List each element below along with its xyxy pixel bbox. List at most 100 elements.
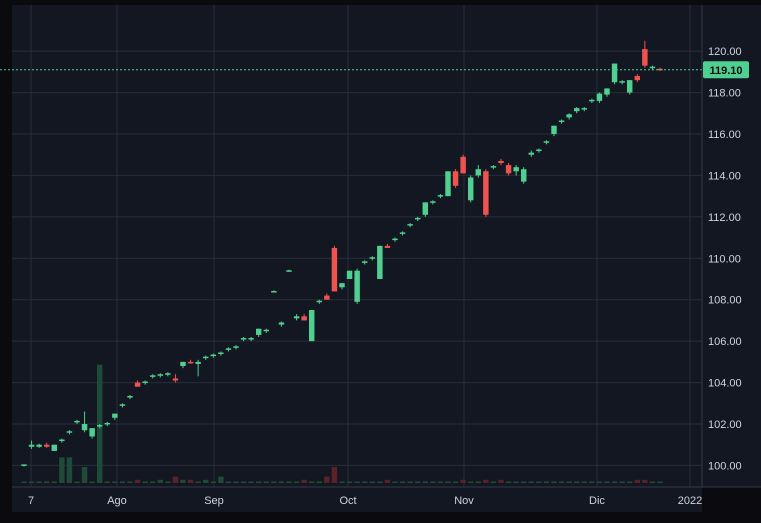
volume-bar <box>21 481 27 483</box>
candle-body <box>520 169 527 182</box>
candle <box>626 80 633 95</box>
x-tick-label: Sep <box>204 495 224 507</box>
y-tick-label: 112.00 <box>708 212 741 224</box>
candle-body <box>543 141 550 143</box>
volume-bar <box>89 481 95 483</box>
candle <box>566 113 572 120</box>
volume-bar <box>240 481 247 483</box>
volume-bar <box>187 479 194 483</box>
candle-body <box>43 444 50 447</box>
volume-bar <box>346 481 353 483</box>
candle-body <box>225 348 232 350</box>
candle <box>119 403 126 408</box>
candle <box>430 200 436 205</box>
candle-body <box>377 245 383 279</box>
volume-bar <box>157 479 164 483</box>
candle-body <box>218 352 224 355</box>
candle <box>513 165 519 176</box>
candle <box>43 442 50 448</box>
volume-bar <box>475 481 482 483</box>
candle <box>225 347 232 352</box>
candle <box>59 438 65 443</box>
candle <box>369 256 376 261</box>
candle-body <box>149 375 156 377</box>
y-tick-label: 104.00 <box>708 378 742 390</box>
volume-bar <box>293 481 300 483</box>
candle-body <box>263 329 270 332</box>
volume-bar <box>119 481 126 483</box>
candle-body <box>81 424 88 431</box>
volume-bar <box>180 479 186 483</box>
volume-bar <box>611 481 618 483</box>
volume-bar <box>149 481 156 483</box>
candle-body <box>119 404 126 406</box>
candle-body <box>475 169 482 176</box>
candle <box>520 167 527 184</box>
candle-body <box>460 156 466 174</box>
candle <box>51 444 58 451</box>
candle-body <box>384 245 391 248</box>
x-axis-ticks: 7 Ago Sep Oct Nov Dic 2022 <box>28 495 702 507</box>
candle <box>248 337 254 342</box>
volume-bar <box>634 479 641 483</box>
volume-bars <box>21 364 663 483</box>
candle-body <box>142 381 148 384</box>
volume-bar <box>36 481 42 483</box>
candle-body <box>369 257 376 259</box>
candle <box>399 231 406 236</box>
volume-bar <box>210 481 217 483</box>
volume-bar <box>657 481 663 483</box>
candle-body <box>414 217 421 220</box>
candle <box>202 355 209 360</box>
time-axis[interactable] <box>12 487 702 512</box>
candle-body <box>21 464 27 466</box>
candle-body <box>255 328 262 335</box>
candle <box>354 268 360 304</box>
volume-bar <box>233 481 239 483</box>
candle <box>255 328 262 337</box>
candle <box>452 169 459 188</box>
candle <box>210 353 217 358</box>
candle <box>573 107 580 114</box>
candle-body <box>430 201 436 203</box>
candle-body <box>551 125 557 134</box>
candle-body <box>604 88 610 95</box>
volume-bar <box>445 481 451 483</box>
candle <box>134 380 141 387</box>
candle-body <box>240 338 247 340</box>
candle-body <box>104 422 111 425</box>
volume-bar <box>414 481 421 483</box>
volume-bar <box>142 481 148 483</box>
volume-bar <box>505 481 512 483</box>
candle <box>324 293 330 300</box>
plot-area[interactable] <box>12 5 702 487</box>
price-axis[interactable] <box>702 5 761 487</box>
candle-body <box>36 444 42 447</box>
volume-bar <box>308 481 315 483</box>
volume-bar <box>422 481 429 483</box>
volume-bar <box>558 481 565 483</box>
candle-body <box>339 283 345 288</box>
y-tick-label: 118.00 <box>708 88 741 100</box>
candle-body <box>573 108 580 112</box>
candle-body <box>467 177 474 201</box>
volume-bar <box>81 467 88 483</box>
candle-body <box>195 361 201 364</box>
volume-bar <box>536 481 542 483</box>
volume-bar <box>498 479 504 483</box>
candle <box>339 283 345 290</box>
volume-bar <box>165 481 171 483</box>
candle <box>28 440 35 449</box>
volume-bar <box>649 481 656 483</box>
x-tick-label: 7 <box>28 495 34 507</box>
candle <box>551 125 557 137</box>
candle-body <box>354 270 360 302</box>
candle-body <box>278 322 285 325</box>
candle-body <box>483 171 489 215</box>
candle <box>642 40 648 68</box>
candle <box>437 194 444 199</box>
volume-bar <box>566 481 572 483</box>
volume-bar <box>430 481 436 483</box>
